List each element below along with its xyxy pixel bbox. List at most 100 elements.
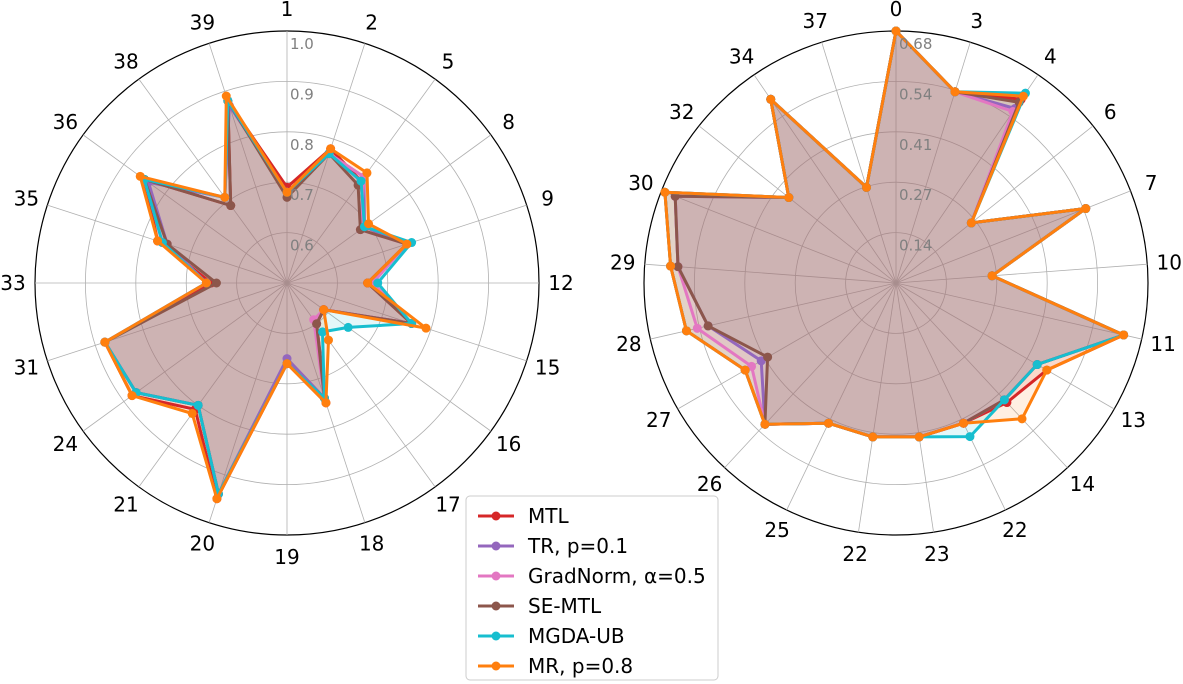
category-label: 27	[646, 408, 671, 432]
series-area	[104, 100, 412, 494]
grid-spoke	[138, 282, 288, 488]
series-point	[193, 400, 203, 410]
legend-swatch-marker	[491, 631, 501, 641]
series-point	[1018, 91, 1028, 101]
grid-spoke	[895, 282, 1142, 340]
series-point	[221, 91, 231, 101]
series-area	[104, 100, 412, 494]
legend-swatch-marker	[491, 541, 501, 551]
category-label: 11	[1150, 332, 1175, 356]
series-point	[823, 418, 833, 428]
category-label: 6	[1104, 100, 1117, 124]
series-point	[999, 395, 1009, 405]
grid-spoke	[286, 43, 366, 284]
legend: MTL TR, p=0.1 GradNorm, α=0.5 SE-MTL MGDA-UB…	[465, 495, 719, 681]
category-label: 34	[729, 45, 754, 69]
series-point	[1119, 330, 1129, 340]
category-label: 13	[1121, 408, 1146, 432]
category-label: 8	[502, 110, 515, 134]
category-label: 10	[1157, 251, 1182, 275]
series-point	[100, 337, 110, 347]
category-label: 36	[53, 110, 78, 134]
series-area	[664, 31, 1124, 437]
grid-spoke	[644, 263, 897, 284]
series-point	[127, 391, 137, 401]
legend-entry: MTL	[528, 504, 569, 528]
category-label: 20	[190, 532, 215, 556]
grid-spoke	[208, 282, 288, 523]
grid-spoke	[895, 282, 934, 533]
series-point	[965, 432, 975, 442]
series-point	[868, 432, 878, 442]
series-point	[763, 352, 773, 362]
series-point	[1081, 204, 1091, 214]
series-area	[675, 31, 1124, 437]
series-point	[914, 432, 924, 442]
category-label: 7	[1145, 171, 1158, 195]
series-point	[343, 322, 353, 332]
grid-spoke	[895, 282, 1068, 469]
series-point	[1032, 360, 1042, 370]
grid-spoke	[82, 134, 288, 284]
series-point	[966, 218, 976, 228]
category-label: 9	[541, 186, 554, 210]
radial-tick-label: 1.0	[290, 35, 314, 53]
category-label: 33	[0, 271, 25, 295]
radar-chart-left: 125891215161718192021243133353638390.60.…	[0, 0, 573, 569]
grid-spoke	[208, 43, 288, 284]
legend-entry: MR, p=0.8	[528, 654, 633, 678]
series-point	[282, 187, 292, 197]
series-area	[104, 100, 412, 494]
category-label: 14	[1070, 472, 1095, 496]
legend-swatch-marker	[491, 661, 501, 671]
category-label: 31	[14, 356, 39, 380]
series-point	[326, 144, 336, 154]
series-point	[666, 261, 676, 271]
series-point	[692, 323, 702, 333]
grid-spoke	[895, 263, 1148, 284]
series-point	[673, 262, 683, 272]
series-line	[663, 29, 1126, 439]
series-point	[282, 359, 292, 369]
series-point	[220, 192, 230, 202]
series-area	[675, 31, 1124, 437]
category-label: 26	[697, 472, 722, 496]
category-label: 24	[53, 432, 78, 456]
radial-tick-label: 0.6	[290, 237, 314, 255]
grid-spoke	[698, 125, 897, 284]
series-point	[321, 398, 331, 408]
category-label: 39	[190, 10, 215, 34]
series-area	[104, 96, 427, 499]
category-label: 19	[274, 545, 299, 569]
series-area	[104, 105, 412, 494]
grid-spoke	[821, 42, 897, 284]
series-point	[421, 323, 431, 333]
grid-spoke	[895, 282, 1006, 511]
grid-spoke	[650, 282, 897, 340]
grid-spoke	[895, 42, 971, 284]
legend-entry: GradNorm, α=0.5	[528, 564, 706, 588]
grid-spoke	[895, 125, 1094, 284]
series-point	[312, 319, 322, 329]
grid-spoke	[724, 282, 897, 469]
series-point	[862, 182, 872, 192]
category-label: 18	[359, 532, 384, 556]
series-point	[212, 494, 222, 504]
category-label: 5	[442, 49, 455, 73]
series-point	[740, 365, 750, 375]
category-label: 30	[628, 171, 653, 195]
grid-spoke	[138, 78, 288, 284]
category-label: 22	[1002, 518, 1027, 542]
category-label: 17	[435, 493, 460, 517]
category-label: 12	[548, 271, 573, 295]
series-area	[664, 31, 1124, 437]
series-point	[959, 418, 969, 428]
category-label: 37	[803, 9, 828, 33]
series-point	[402, 239, 412, 249]
series-point	[356, 176, 366, 186]
series-point	[187, 408, 197, 418]
category-label: 2	[365, 10, 378, 34]
series-point	[211, 278, 221, 288]
legend-swatch-marker	[491, 571, 501, 581]
category-label: 15	[535, 356, 560, 380]
